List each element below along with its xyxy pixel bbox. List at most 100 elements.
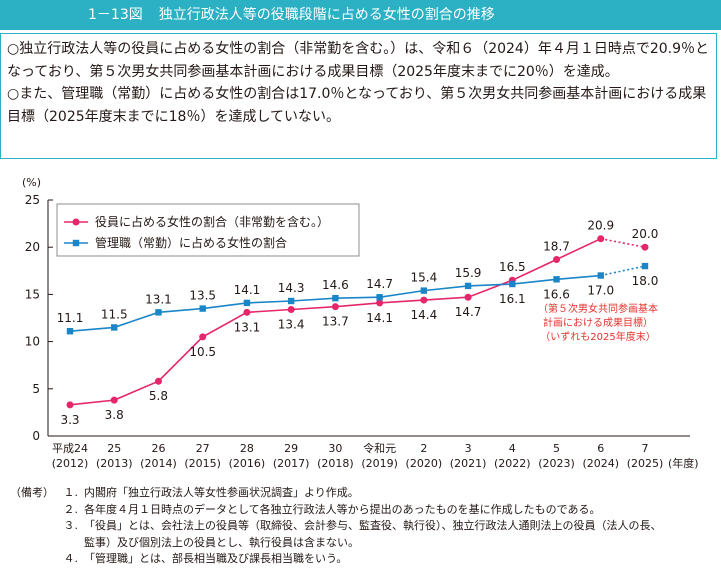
data-label: 16.1 <box>499 292 526 306</box>
y-tick-label: 10 <box>25 335 40 349</box>
data-point <box>110 396 118 404</box>
data-label: 3.8 <box>105 408 124 422</box>
data-point <box>111 324 118 331</box>
data-point <box>420 287 428 294</box>
notes-section: （備考） １. 内閣府「独立行政法人等女性参画状況調査」より作成。 ２. 各年度４月１日… <box>0 485 721 568</box>
x-tick-sublabel: (2023) <box>538 457 575 470</box>
x-tick-label: 28 <box>240 442 254 455</box>
data-label: 14.7 <box>455 305 482 319</box>
x-tick-label: 2 <box>420 442 427 455</box>
x-axis-label: (年度) <box>668 456 699 470</box>
note-row: ４. 「管理職」とは、部長相当職及び課長相当職をいう。 <box>0 551 721 568</box>
data-point <box>376 294 383 301</box>
x-tick-label: 27 <box>196 442 210 455</box>
data-point <box>154 377 162 385</box>
figure-number: 1－13図 <box>88 7 143 23</box>
y-axis-label: (%) <box>22 176 41 189</box>
legend-label-2: 管理職（常勤）に占める女性の割合 <box>95 235 287 250</box>
x-tick-label: 26 <box>151 442 165 455</box>
x-tick-sublabel: (2015) <box>184 457 221 470</box>
legend-marker-2 <box>72 239 80 247</box>
data-point <box>66 328 74 335</box>
legend-box <box>56 203 360 257</box>
note-text: 各年度４月１日時点のデータとして各独立行政法人等から提出のあったものを基に作成し… <box>84 502 601 516</box>
x-tick-label: 4 <box>509 442 516 455</box>
data-point <box>66 401 74 409</box>
x-tick-sublabel: (2012) <box>52 457 89 470</box>
data-label: 20.0 <box>632 227 659 241</box>
target-annotation: 計画における成果目標） <box>543 316 653 329</box>
data-label: 10.5 <box>189 345 216 359</box>
x-tick-sublabel: (2018) <box>317 457 354 470</box>
data-label: 13.1 <box>234 320 261 334</box>
data-point <box>553 255 561 263</box>
data-point <box>509 280 516 288</box>
note-number: ２. <box>63 502 79 516</box>
summary-paragraph-2: ○また、管理職（常勤）に占める女性の割合は17.0％となっており、第５次男女共同… <box>7 86 707 125</box>
x-tick-label: 25 <box>107 442 121 455</box>
note-number: ３. <box>63 519 79 533</box>
note-text: 「管理職」とは、部長相当職及び課長相当職をいう。 <box>84 552 348 566</box>
notes-head <box>0 551 54 568</box>
note-text: 監事）及び個別法上の役員とし、執行役員は含まない。 <box>84 535 359 549</box>
x-tick-label: 平成24 <box>52 442 88 455</box>
note-row: ３. 「役員」とは、会社法上の役員等（取締役、会計参与、監査役、執行役）、独立行政… <box>0 518 721 535</box>
note-text: 内閣府「独立行政法人等女性参画状況調査」より作成。 <box>84 486 359 499</box>
data-label: 18.0 <box>632 274 659 288</box>
data-point <box>332 294 339 302</box>
note-row: 監事）及び個別法上の役員とし、執行役員は含まない。 <box>0 535 721 552</box>
notes-head <box>0 518 54 535</box>
note-number: １. <box>63 486 79 499</box>
x-tick-label: 5 <box>553 442 560 455</box>
target-line-1 <box>600 237 646 248</box>
data-point <box>155 309 162 316</box>
x-tick-label: 令和元 <box>363 441 396 455</box>
x-tick-sublabel: (2022) <box>494 457 531 470</box>
x-tick-label: 7 <box>642 442 649 455</box>
data-label: 14.1 <box>366 311 393 325</box>
data-label: 13.1 <box>145 292 172 306</box>
data-point <box>199 333 207 341</box>
data-point <box>597 235 605 243</box>
x-tick-sublabel: (2024) <box>582 457 619 470</box>
notes-head <box>0 502 54 519</box>
y-tick-label: 0 <box>32 429 40 443</box>
line-chart: 0510152025(%)平成24(2012)25(2013)26(2014)2… <box>22 176 699 470</box>
data-label: 14.3 <box>278 281 305 295</box>
data-point <box>420 296 428 304</box>
x-tick-sublabel: (2014) <box>140 457 177 470</box>
x-tick-sublabel: (2021) <box>450 457 487 470</box>
notes-head: （備考） <box>10 486 54 499</box>
data-point <box>641 243 649 251</box>
y-tick-label: 15 <box>25 287 40 301</box>
x-tick-sublabel: (2016) <box>229 457 266 470</box>
data-point <box>243 299 251 307</box>
note-number <box>54 535 84 552</box>
target-annotation: （いずれも2025年度末） <box>540 330 655 343</box>
x-tick-label: 6 <box>597 442 604 455</box>
note-number: ４. <box>63 552 79 566</box>
x-tick-label: 30 <box>328 442 342 455</box>
x-tick-sublabel: (2013) <box>96 457 133 470</box>
data-point <box>464 293 472 301</box>
figure-title-bar: 1－13図 独立行政法人等の役職段階に占める女性の割合の推移 <box>0 0 721 30</box>
data-label: 11.1 <box>57 311 84 325</box>
target-line-2 <box>600 265 646 277</box>
data-point <box>641 262 649 270</box>
data-point <box>553 276 560 283</box>
data-point <box>199 305 206 312</box>
data-label: 16.6 <box>543 287 570 301</box>
data-label: 13.4 <box>278 318 305 332</box>
note-row: （備考） １. 内閣府「独立行政法人等女性参画状況調査」より作成。 <box>0 485 721 502</box>
data-point <box>376 299 384 307</box>
data-label: 20.9 <box>587 219 614 233</box>
data-label: 14.6 <box>322 278 349 292</box>
data-label: 14.4 <box>410 308 437 322</box>
x-tick-sublabel: (2017) <box>273 457 310 470</box>
target-annotation: （第５次男女共同参画基本 <box>538 302 658 315</box>
data-label: 14.7 <box>366 277 393 291</box>
data-label: 17.0 <box>587 284 614 298</box>
data-label: 15.4 <box>410 271 437 285</box>
data-label: 16.5 <box>499 260 526 274</box>
data-point <box>597 272 604 279</box>
